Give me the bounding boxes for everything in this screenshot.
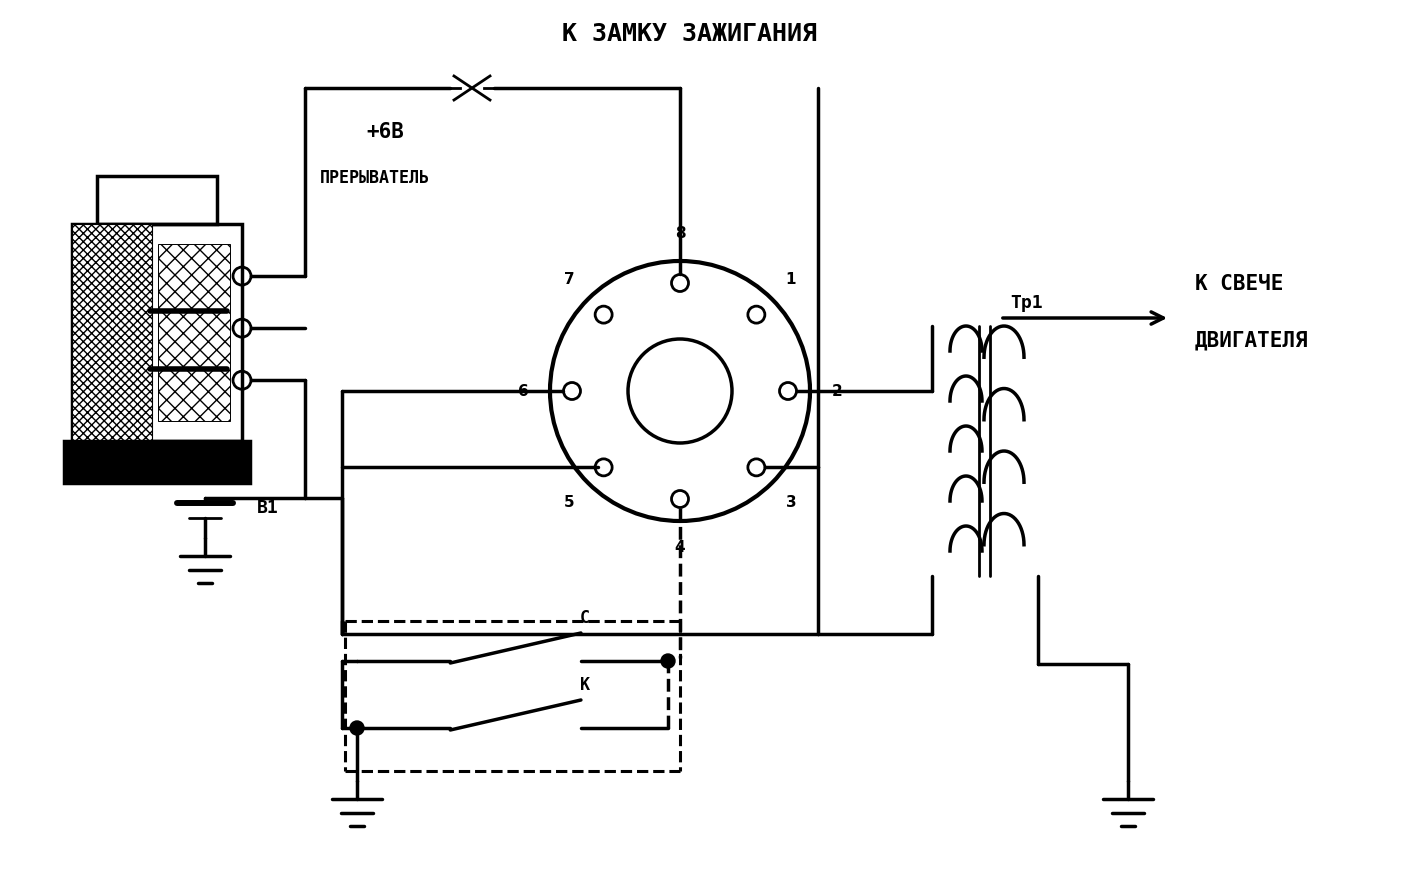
- Text: С: С: [580, 609, 590, 627]
- Text: ПРЕРЫВАТЕЛЬ: ПРЕРЫВАТЕЛЬ: [320, 169, 430, 187]
- Text: 8: 8: [674, 227, 686, 242]
- Bar: [158, 244, 230, 421]
- Text: В1: В1: [257, 499, 279, 517]
- Text: К: К: [580, 676, 590, 694]
- Text: 6: 6: [518, 384, 529, 399]
- Text: 5: 5: [564, 495, 574, 510]
- Bar: [98, 176, 216, 224]
- Text: К СВЕЧЕ: К СВЕЧЕ: [1195, 274, 1284, 294]
- Text: ДВИГАТЕЛЯ: ДВИГАТЕЛЯ: [1195, 330, 1308, 350]
- Circle shape: [351, 721, 363, 735]
- Text: Тр1: Тр1: [1011, 294, 1044, 312]
- Text: К ЗАМКУ ЗАЖИГАНИЯ: К ЗАМКУ ЗАЖИГАНИЯ: [563, 22, 817, 46]
- Text: 7: 7: [564, 272, 574, 287]
- Text: +6В: +6В: [366, 122, 404, 142]
- Text: 4: 4: [674, 540, 686, 555]
- Text: 2: 2: [831, 384, 843, 399]
- Bar: [64, 441, 250, 483]
- Circle shape: [660, 654, 674, 668]
- Text: 1: 1: [786, 272, 796, 287]
- Bar: [72, 224, 242, 441]
- Bar: [72, 224, 151, 441]
- Text: 3: 3: [786, 495, 796, 510]
